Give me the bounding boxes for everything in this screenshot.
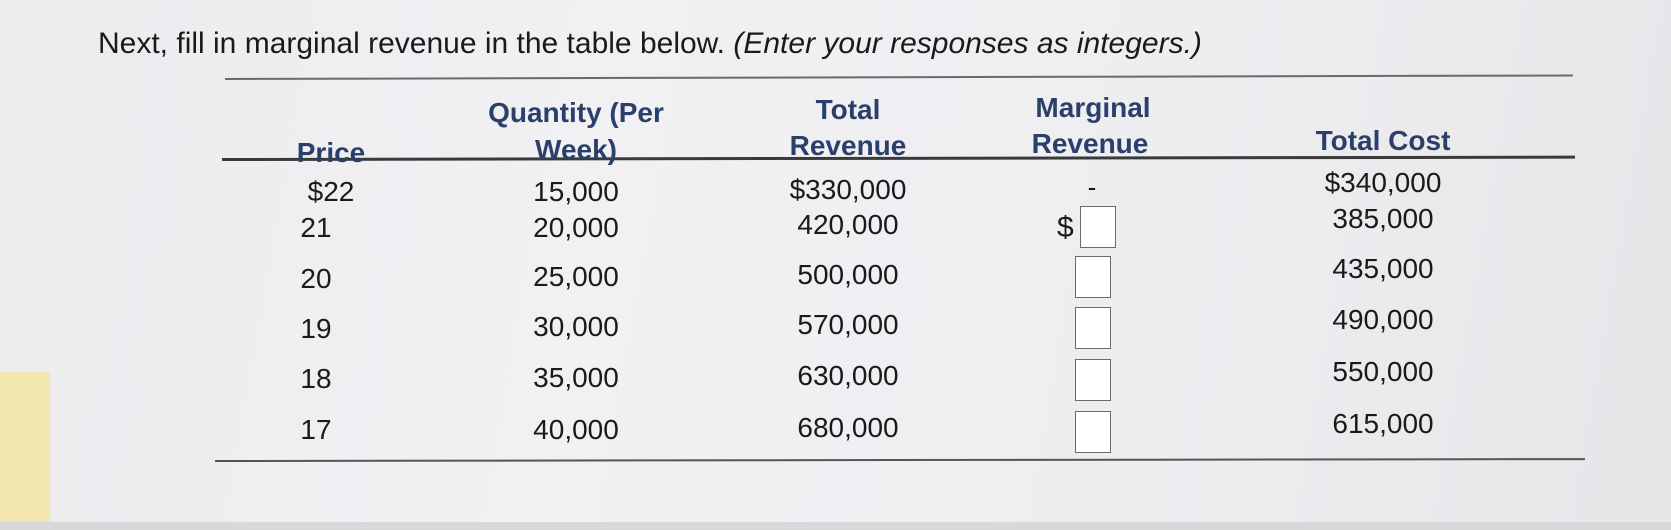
instruction-main: Next, fill in marginal revenue in the ta…: [98, 27, 726, 60]
instruction-note: (Enter your responses as integers.): [733, 27, 1202, 60]
row-5-price: 17: [300, 414, 332, 445]
row-2-quantity: 25,000: [533, 261, 619, 292]
header-total-revenue-line1: Total: [815, 94, 881, 125]
header-marginal-revenue-line2: Revenue: [1031, 128, 1149, 159]
header-total-revenue-line2: Revenue: [789, 130, 907, 161]
row-1-marginal-revenue-input[interactable]: [1080, 206, 1116, 248]
header-quantity-line1: Quantity (Per: [488, 97, 664, 128]
header-price: Price: [296, 137, 366, 168]
row-1-total-revenue: 420,000: [797, 209, 899, 240]
row-4-price: 18: [300, 363, 332, 394]
row-0-total-cost: $340,000: [1324, 167, 1442, 198]
left-edge-strip: [0, 372, 50, 527]
row-0-quantity: 15,000: [533, 176, 619, 207]
row-4-total-revenue: 630,000: [797, 360, 899, 391]
row-3-marginal-revenue-input[interactable]: [1075, 307, 1111, 349]
header-total-cost: Total Cost: [1315, 125, 1451, 156]
row-0-marginal-revenue: -: [1087, 172, 1097, 202]
row-1-marginal-revenue-dollar: $: [1057, 211, 1074, 244]
header-quantity-line2: Week): [535, 134, 617, 165]
row-4-total-cost: 550,000: [1332, 356, 1434, 387]
row-3-total-revenue: 570,000: [797, 309, 899, 340]
row-0-total-revenue: $330,000: [789, 174, 907, 205]
row-5-total-revenue: 680,000: [797, 412, 899, 443]
row-3-quantity: 30,000: [533, 311, 619, 342]
row-5-quantity: 40,000: [533, 414, 619, 445]
row-3-price: 19: [300, 313, 332, 344]
row-1-price: 21: [300, 212, 332, 243]
row-5-total-cost: 615,000: [1332, 408, 1434, 439]
row-2-marginal-revenue-input[interactable]: [1075, 256, 1111, 298]
row-4-marginal-revenue-input[interactable]: [1075, 359, 1111, 401]
row-2-total-revenue: 500,000: [797, 259, 899, 290]
row-2-price: 20: [300, 263, 332, 294]
header-marginal-revenue-line1: Marginal: [1035, 92, 1151, 123]
row-1-total-cost: 385,000: [1332, 203, 1434, 234]
row-2-total-cost: 435,000: [1332, 253, 1434, 284]
row-5-marginal-revenue-input[interactable]: [1075, 411, 1111, 453]
row-3-total-cost: 490,000: [1332, 304, 1434, 335]
row-1-quantity: 20,000: [533, 212, 619, 243]
row-0-price: $22: [307, 176, 355, 207]
instruction-text: Next, fill in marginal revenue in the ta…: [98, 26, 1202, 62]
row-4-quantity: 35,000: [533, 362, 619, 393]
bottom-edge-strip: [0, 522, 1671, 530]
